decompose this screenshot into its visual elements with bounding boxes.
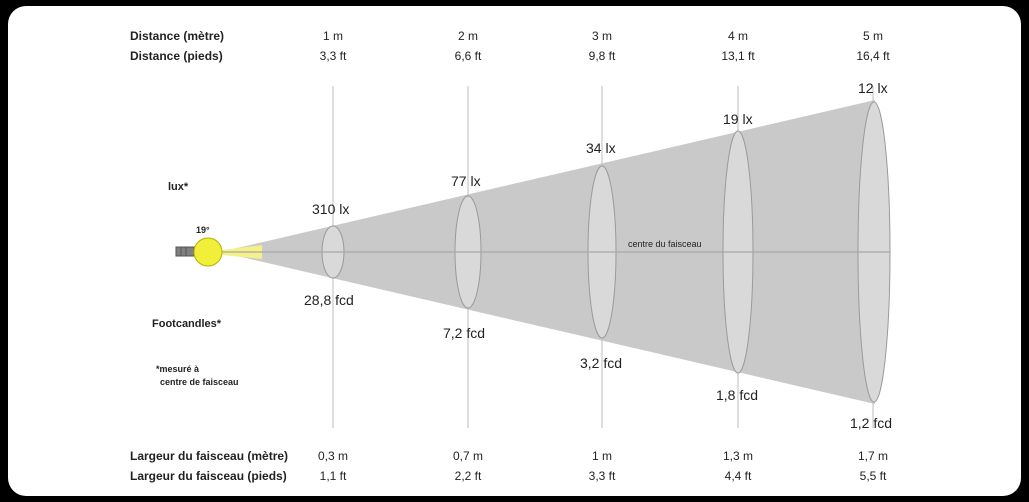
width-ft-1: 1,1 ft <box>320 469 347 483</box>
fcd-value-3: 3,2 fcd <box>580 355 622 371</box>
lamp-icon <box>193 237 223 267</box>
width-ft-4: 4,4 ft <box>725 469 752 483</box>
width-ft-label: Largeur du faisceau (pieds) <box>130 469 287 483</box>
fcd-value-4: 1,8 fcd <box>716 387 758 403</box>
distance-m-5: 5 m <box>863 29 883 43</box>
fcd-value-5: 1,2 fcd <box>850 415 892 431</box>
diagram-panel: Distance (mètre) Distance (pieds) 1 m 2 … <box>8 6 1021 496</box>
note-line-2: centre de faisceau <box>160 377 239 387</box>
width-m-5: 1,7 m <box>858 449 888 463</box>
distance-ft-5: 16,4 ft <box>856 49 890 63</box>
lux-value-1: 310 lx <box>312 201 349 217</box>
beam-diagram: Distance (mètre) Distance (pieds) 1 m 2 … <box>130 29 892 483</box>
width-ft-2: 2,2 ft <box>455 469 482 483</box>
fcd-value-2: 7,2 fcd <box>443 325 485 341</box>
note-line-1: *mesuré à <box>156 364 200 374</box>
width-ft-5: 5,5 ft <box>860 469 887 483</box>
lamp-connector <box>175 246 195 257</box>
fcd-value-1: 28,8 fcd <box>304 292 354 308</box>
width-m-label: Largeur du faisceau (mètre) <box>130 449 288 463</box>
distance-m-2: 2 m <box>458 29 478 43</box>
width-m-2: 0,7 m <box>453 449 483 463</box>
width-m-1: 0,3 m <box>318 449 348 463</box>
beam-angle-label: 19° <box>196 225 210 235</box>
width-m-3: 1 m <box>592 449 612 463</box>
lux-value-3: 34 lx <box>586 140 616 156</box>
distance-ft-1: 3,3 ft <box>320 49 347 63</box>
distance-m-4: 4 m <box>728 29 748 43</box>
width-m-4: 1,3 m <box>723 449 753 463</box>
lux-label: lux* <box>168 181 189 193</box>
lux-value-4: 19 lx <box>723 111 753 127</box>
distance-ft-4: 13,1 ft <box>721 49 755 63</box>
beam-center-label: centre du faisceau <box>628 239 702 249</box>
distance-m-3: 3 m <box>592 29 612 43</box>
distance-ft-label: Distance (pieds) <box>130 49 223 63</box>
footcandles-label: Footcandles* <box>152 318 222 330</box>
distance-m-label: Distance (mètre) <box>130 29 224 43</box>
distance-ft-2: 6,6 ft <box>455 49 482 63</box>
lux-value-2: 77 lx <box>451 173 481 189</box>
lux-value-5: 12 lx <box>858 80 888 96</box>
width-ft-3: 3,3 ft <box>589 469 616 483</box>
distance-m-1: 1 m <box>323 29 343 43</box>
distance-ft-3: 9,8 ft <box>589 49 616 63</box>
